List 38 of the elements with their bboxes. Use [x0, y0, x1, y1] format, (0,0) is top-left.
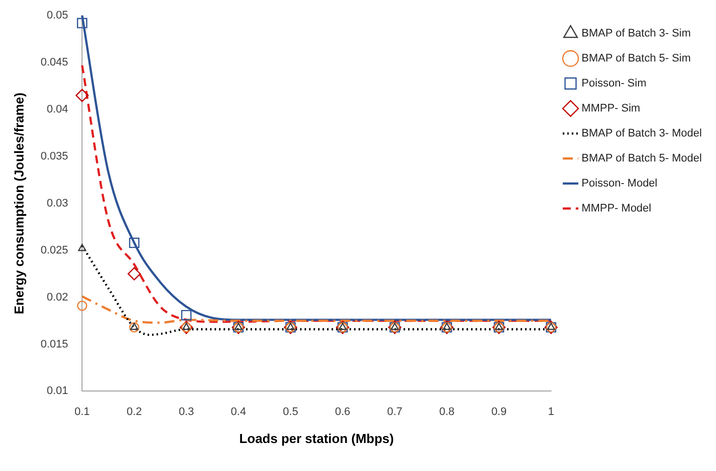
y-tick-label: 0.02: [46, 291, 68, 304]
y-tick-label: 0.025: [40, 244, 68, 256]
legend-label: BMAP of Batch 3- Model: [582, 128, 702, 140]
x-tick-label: 0.7: [387, 406, 402, 418]
y-tick-label: 0.015: [40, 338, 68, 350]
x-tick-label: 0.8: [439, 406, 454, 418]
point: [76, 88, 89, 102]
legend-label: BMAP of Batch 5- Model: [582, 152, 702, 165]
x-tick-label: 0.9: [491, 406, 507, 418]
y-axis-title: Energy consumption (Joules/frame): [11, 92, 26, 314]
legend-label: BMAP of Batch 3- Sim: [582, 28, 691, 40]
legend-label: MMPP- Sim: [582, 102, 640, 115]
x-tick-label: 1: [548, 406, 554, 418]
x-tick-label: 0.1: [74, 406, 90, 418]
point: [181, 310, 192, 320]
y-tick-label: 0.05: [46, 10, 68, 22]
x-tick-label: 0.3: [178, 406, 194, 418]
point: [78, 244, 86, 252]
legend-label: MMPP- Model: [582, 202, 652, 215]
x-tick-label: 0.6: [334, 406, 350, 418]
point: [76, 18, 88, 28]
y-tick-label: 0.04: [46, 104, 68, 116]
point: [129, 238, 140, 248]
y-tick-label: 0.035: [40, 150, 68, 162]
y-tick-label: 0.03: [46, 197, 68, 210]
legend-label: BMAP of Batch 5- Sim: [582, 52, 691, 65]
point: [130, 322, 138, 330]
point: [128, 267, 141, 280]
x-tick-label: 0.2: [126, 406, 142, 418]
x-tick-label: 0.4: [230, 406, 246, 418]
point: [129, 322, 140, 332]
x-axis-title: Loads per station (Mbps): [239, 430, 394, 446]
y-tick-label: 0.01: [46, 385, 68, 398]
point: [77, 300, 88, 311]
x-tick-label: 0.5: [282, 406, 298, 418]
legend-label: Poisson- Model: [582, 178, 658, 190]
legend-label: Poisson- Sim: [582, 78, 646, 90]
y-tick-label: 0.045: [40, 56, 68, 69]
